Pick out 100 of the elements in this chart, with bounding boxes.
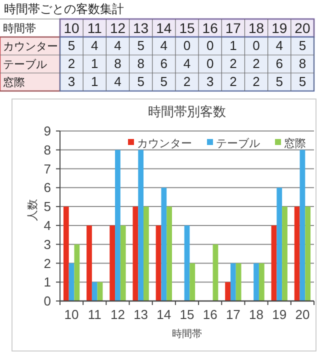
y-tick-label: 1 — [44, 274, 51, 290]
x-tick-label: 15 — [180, 307, 194, 322]
data-label: 2 — [68, 56, 76, 71]
y-tick-label: 4 — [44, 218, 51, 233]
chart-title: 時間帯別客数 — [148, 104, 226, 119]
bar — [74, 244, 80, 301]
legend-label: テーブル — [216, 136, 260, 150]
category-label: 20 — [294, 20, 310, 36]
data-label: 5 — [68, 38, 76, 53]
bar — [161, 188, 167, 301]
x-tick-label: 12 — [110, 307, 125, 322]
text: カウンター — [3, 41, 58, 53]
x-tick-label: 11 — [88, 307, 102, 322]
category-label: 11 — [87, 20, 102, 36]
data-label: 8 — [114, 56, 122, 71]
data-label: 2 — [183, 74, 191, 89]
category-label: 13 — [133, 20, 149, 36]
bar — [68, 263, 74, 301]
data-label: 0 — [206, 56, 214, 71]
bar — [166, 206, 172, 301]
data-label: 8 — [137, 56, 144, 71]
x-tick-label: 20 — [295, 307, 310, 322]
data-label: 4 — [183, 56, 191, 71]
data-label: 8 — [298, 56, 306, 71]
bar — [132, 206, 138, 301]
legend-label: カウンター — [137, 138, 192, 150]
category-label: 12 — [110, 20, 126, 36]
x-tick-label: 17 — [226, 307, 240, 322]
category-label: 17 — [225, 20, 241, 36]
data-label: 5 — [137, 38, 144, 53]
data-label: 6 — [160, 56, 168, 71]
bar — [63, 206, 69, 301]
bar — [144, 206, 149, 301]
data-label: 6 — [276, 56, 283, 71]
category-label: 19 — [272, 20, 288, 36]
y-tick-label: 2 — [44, 256, 51, 271]
data-label: 2 — [230, 74, 237, 89]
data-label: 4 — [276, 38, 283, 53]
bar — [294, 206, 300, 301]
bar — [156, 225, 162, 301]
bar — [254, 263, 259, 301]
x-tick-label: 16 — [202, 307, 218, 322]
bar — [212, 244, 218, 301]
bar — [92, 282, 98, 301]
y-tick-label: 5 — [44, 199, 51, 214]
x-tick-label: 13 — [134, 307, 148, 322]
data-label: 2 — [252, 56, 260, 71]
y-tick-label: 9 — [44, 124, 51, 139]
bar — [97, 282, 103, 301]
y-axis-title: 人数 — [27, 199, 39, 221]
y-tick-label: 0 — [44, 294, 51, 309]
text: テーブル — [3, 59, 47, 71]
data-label: 0 — [252, 38, 260, 53]
x-tick-label: 19 — [272, 307, 287, 322]
y-tick-label: 6 — [44, 180, 51, 196]
data-label: 1 — [230, 38, 237, 53]
data-label: 5 — [137, 74, 144, 89]
data-label: 5 — [160, 74, 168, 89]
data-label: 0 — [206, 38, 214, 53]
y-tick-label: 8 — [44, 142, 51, 158]
data-label: 2 — [252, 74, 260, 89]
bar — [258, 263, 264, 301]
y-tick-label: 7 — [44, 161, 51, 176]
text: 時間帯 — [3, 22, 36, 35]
data-label: 4 — [114, 74, 122, 89]
text: 窓際 — [3, 77, 25, 89]
data-label: 2 — [230, 56, 237, 71]
bar — [86, 225, 92, 301]
bar — [120, 225, 126, 301]
bar — [271, 225, 277, 301]
category-label: 16 — [202, 20, 218, 36]
bar — [230, 263, 236, 301]
data-label: 0 — [183, 38, 191, 53]
bar — [276, 188, 282, 301]
bar — [184, 225, 190, 301]
x-tick-label: 18 — [249, 307, 264, 322]
bar — [236, 263, 242, 301]
data-label: 4 — [160, 38, 168, 53]
bar — [115, 150, 120, 301]
bar — [110, 225, 116, 301]
bar — [300, 150, 306, 301]
category-label: 10 — [64, 20, 80, 36]
category-label: 15 — [179, 20, 195, 36]
bar — [225, 282, 230, 301]
legend-label: 窓際 — [284, 136, 306, 150]
bar — [305, 206, 311, 301]
data-label: 1 — [91, 74, 98, 89]
x-tick-label: 10 — [64, 307, 79, 322]
data-label: 1 — [91, 56, 98, 71]
bar — [282, 206, 288, 301]
text: 時間帯ごとの客数集計 — [4, 2, 124, 16]
data-label: 5 — [298, 74, 306, 89]
data-label: 3 — [206, 74, 214, 89]
data-label: 4 — [114, 38, 122, 53]
data-label: 3 — [68, 74, 76, 89]
y-tick-label: 3 — [44, 236, 51, 252]
bar — [190, 263, 196, 301]
category-label: 18 — [248, 20, 264, 36]
x-tick-label: 14 — [156, 307, 172, 322]
data-label: 5 — [276, 74, 283, 89]
